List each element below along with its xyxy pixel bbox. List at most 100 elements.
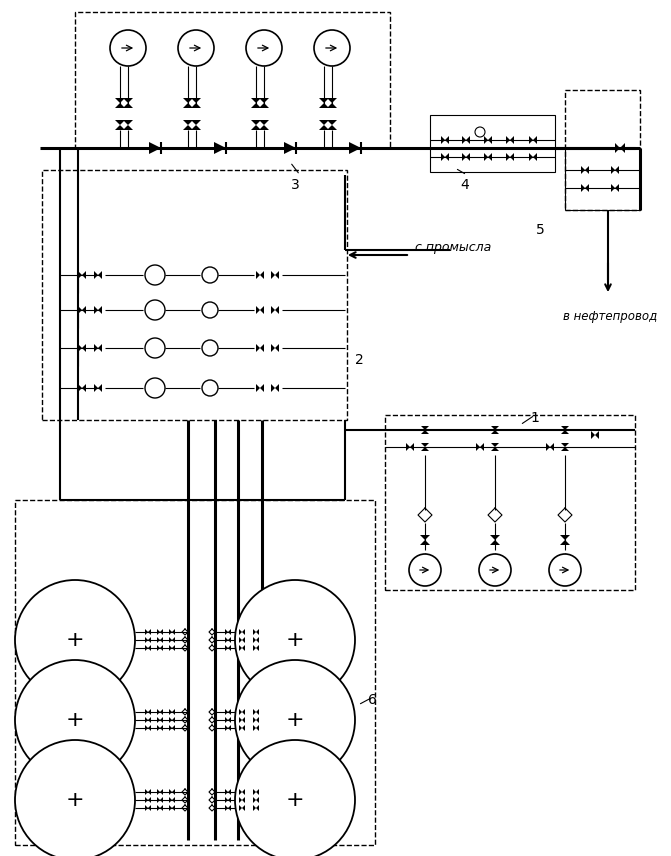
Circle shape bbox=[202, 340, 218, 356]
Polygon shape bbox=[242, 805, 245, 811]
Polygon shape bbox=[327, 103, 337, 108]
Polygon shape bbox=[160, 645, 163, 651]
Polygon shape bbox=[214, 142, 226, 154]
Polygon shape bbox=[259, 125, 269, 130]
Polygon shape bbox=[611, 166, 615, 174]
Polygon shape bbox=[225, 645, 228, 651]
Polygon shape bbox=[466, 153, 470, 161]
Circle shape bbox=[202, 380, 218, 396]
Polygon shape bbox=[157, 709, 160, 715]
Polygon shape bbox=[260, 271, 264, 279]
Polygon shape bbox=[160, 629, 163, 635]
Polygon shape bbox=[242, 789, 245, 795]
Polygon shape bbox=[585, 166, 589, 174]
Polygon shape bbox=[157, 725, 160, 731]
Polygon shape bbox=[260, 344, 264, 352]
Polygon shape bbox=[149, 142, 161, 154]
Polygon shape bbox=[284, 142, 296, 154]
Polygon shape bbox=[169, 637, 172, 643]
Text: +: + bbox=[286, 710, 305, 730]
Polygon shape bbox=[183, 103, 193, 108]
Circle shape bbox=[145, 265, 165, 285]
Polygon shape bbox=[123, 103, 133, 108]
Polygon shape bbox=[561, 430, 569, 434]
Polygon shape bbox=[169, 805, 172, 811]
Polygon shape bbox=[191, 98, 201, 103]
Polygon shape bbox=[145, 797, 148, 803]
Polygon shape bbox=[491, 443, 499, 447]
Polygon shape bbox=[239, 717, 242, 723]
Polygon shape bbox=[157, 805, 160, 811]
Polygon shape bbox=[145, 709, 148, 715]
Polygon shape bbox=[148, 637, 151, 643]
Polygon shape bbox=[441, 153, 445, 161]
Polygon shape bbox=[228, 709, 231, 715]
Polygon shape bbox=[148, 645, 151, 651]
Polygon shape bbox=[251, 98, 261, 103]
Bar bbox=[75, 12, 390, 148]
Polygon shape bbox=[191, 120, 201, 125]
Text: в нефтепровод: в нефтепровод bbox=[563, 310, 657, 323]
Polygon shape bbox=[169, 717, 172, 723]
Polygon shape bbox=[510, 153, 514, 161]
Text: +: + bbox=[66, 790, 85, 810]
Polygon shape bbox=[242, 797, 245, 803]
Polygon shape bbox=[421, 443, 429, 447]
Polygon shape bbox=[561, 443, 569, 447]
Polygon shape bbox=[98, 384, 102, 392]
Circle shape bbox=[409, 554, 441, 586]
Bar bbox=[385, 415, 635, 590]
Polygon shape bbox=[94, 344, 98, 352]
Polygon shape bbox=[183, 98, 193, 103]
Text: +: + bbox=[66, 710, 85, 730]
Polygon shape bbox=[256, 344, 260, 352]
Polygon shape bbox=[172, 717, 175, 723]
Polygon shape bbox=[123, 125, 133, 130]
Polygon shape bbox=[160, 789, 163, 795]
Polygon shape bbox=[253, 709, 256, 715]
Polygon shape bbox=[256, 789, 259, 795]
Polygon shape bbox=[172, 709, 175, 715]
Circle shape bbox=[15, 740, 135, 856]
Circle shape bbox=[235, 580, 355, 700]
Bar bbox=[565, 90, 640, 210]
Polygon shape bbox=[78, 306, 82, 314]
Polygon shape bbox=[510, 136, 514, 144]
Polygon shape bbox=[145, 725, 148, 731]
Polygon shape bbox=[491, 430, 499, 434]
Polygon shape bbox=[410, 443, 414, 451]
Polygon shape bbox=[256, 709, 259, 715]
Polygon shape bbox=[560, 535, 570, 540]
Polygon shape bbox=[115, 120, 125, 125]
Polygon shape bbox=[253, 645, 256, 651]
Polygon shape bbox=[115, 125, 125, 130]
Polygon shape bbox=[228, 645, 231, 651]
Polygon shape bbox=[466, 136, 470, 144]
Polygon shape bbox=[421, 447, 429, 451]
Polygon shape bbox=[78, 384, 82, 392]
Polygon shape bbox=[242, 709, 245, 715]
Polygon shape bbox=[239, 637, 242, 643]
Polygon shape bbox=[615, 184, 619, 192]
Polygon shape bbox=[228, 789, 231, 795]
Polygon shape bbox=[225, 629, 228, 635]
Polygon shape bbox=[256, 725, 259, 731]
Bar bbox=[15, 500, 375, 845]
Bar bbox=[42, 170, 347, 420]
Polygon shape bbox=[490, 540, 500, 545]
Polygon shape bbox=[529, 153, 533, 161]
Polygon shape bbox=[239, 725, 242, 731]
Polygon shape bbox=[225, 805, 228, 811]
Polygon shape bbox=[183, 125, 193, 130]
Polygon shape bbox=[225, 789, 228, 795]
Polygon shape bbox=[145, 637, 148, 643]
Circle shape bbox=[15, 580, 135, 700]
Polygon shape bbox=[148, 725, 151, 731]
Polygon shape bbox=[78, 271, 82, 279]
Text: 4: 4 bbox=[460, 178, 470, 192]
Circle shape bbox=[235, 660, 355, 780]
Polygon shape bbox=[253, 789, 256, 795]
Polygon shape bbox=[546, 443, 550, 451]
Polygon shape bbox=[271, 384, 275, 392]
Polygon shape bbox=[225, 797, 228, 803]
